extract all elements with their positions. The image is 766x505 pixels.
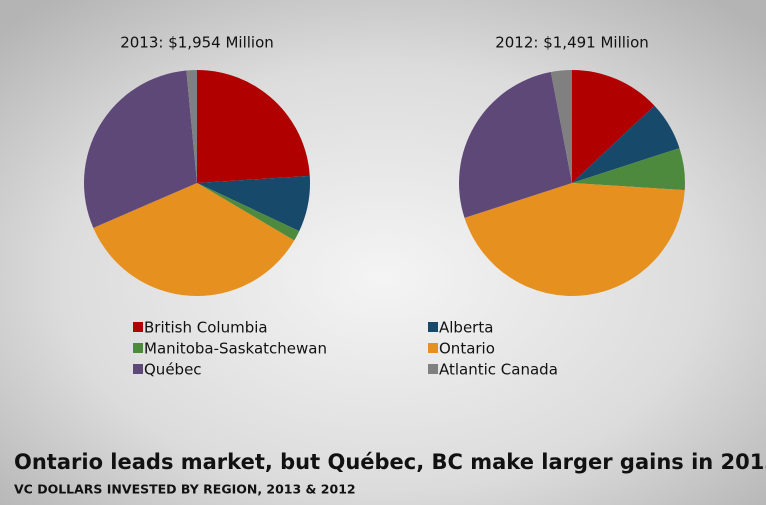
pie-title: 2013: $1,954 Million (120, 34, 274, 52)
subheadline: VC DOLLARS INVESTED BY REGION, 2013 & 20… (14, 482, 356, 497)
legend-label: Ontario (439, 340, 495, 358)
pie-slice (197, 70, 310, 183)
pie-slice (83, 70, 197, 228)
headline: Ontario leads market, but Québec, BC mak… (14, 450, 766, 474)
pie-slice (197, 175, 310, 232)
legend-label: British Columbia (144, 319, 268, 337)
pie-slice (572, 148, 685, 191)
legend-label: Alberta (439, 319, 493, 337)
pie-slice (464, 183, 685, 297)
pie-slice (572, 105, 680, 183)
pie-slice (572, 70, 655, 183)
pie-slice (197, 183, 300, 241)
legend-swatch (133, 364, 143, 374)
pie-slice (93, 183, 295, 296)
legend-swatch (133, 343, 143, 353)
legend-swatch (428, 364, 438, 374)
legend-swatch (428, 322, 438, 332)
legend-swatch (428, 343, 438, 353)
legend-label: Atlantic Canada (439, 361, 558, 379)
pie-slice (186, 70, 197, 183)
legend-label: Manitoba-Saskatchewan (144, 340, 327, 358)
pie-slice (459, 72, 572, 218)
pie-slice (550, 70, 572, 183)
legend-label: Québec (144, 361, 202, 379)
legend-swatch (133, 322, 143, 332)
pie-title: 2012: $1,491 Million (495, 34, 649, 52)
